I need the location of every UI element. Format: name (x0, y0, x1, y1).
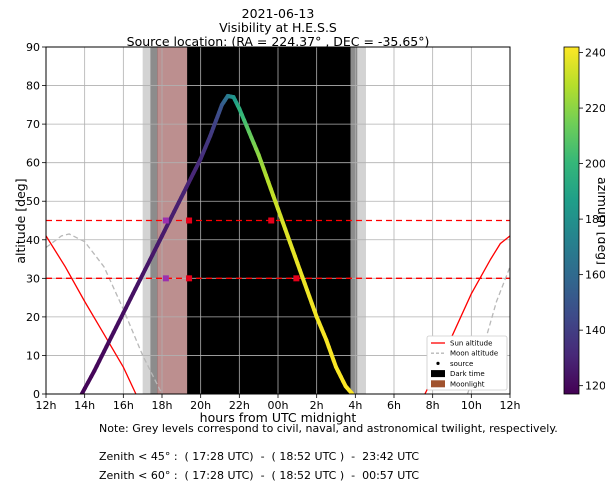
crossing-marker (162, 275, 169, 282)
twilight-note: Note: Grey levels correspond to civil, n… (99, 422, 558, 435)
x-tick-label: 16h (113, 399, 134, 412)
crossing-marker (186, 275, 193, 282)
crossing-marker (293, 275, 300, 282)
y-tick-label: 20 (26, 311, 40, 324)
colorbar-tick-label: 160 (585, 269, 605, 282)
legend: Sun altitude Moon altitude source Dark time… (426, 335, 508, 391)
x-tick-label: 6h (387, 399, 401, 412)
y-tick-label: 0 (33, 388, 40, 401)
x-tick-label: 10h (461, 399, 482, 412)
y-tick-label: 70 (26, 118, 40, 131)
x-tick-label: 00h (268, 399, 289, 412)
legend-swatch-source (436, 361, 440, 365)
crossing-marker (162, 217, 169, 224)
colorbar-gradient (563, 46, 580, 395)
legend-box (426, 335, 508, 391)
crossing-marker (186, 217, 193, 224)
colorbar-tick-label: 220 (585, 102, 605, 115)
x-tick-label: 12h (500, 399, 521, 412)
legend-swatch-moonlight (431, 380, 445, 388)
chart-title: 2021-06-13 Visibility at H.E.S.S Source … (127, 6, 430, 49)
legend-label: Moon altitude (450, 350, 498, 358)
zenith-45-line: Zenith < 45° : ( 17:28 UTC) - ( 18:52 UT… (99, 450, 420, 463)
colorbar-tick-label: 120 (585, 380, 605, 393)
plot-area (46, 47, 510, 394)
x-tick-label: 2h (310, 399, 324, 412)
colorbar-label: azimuth [deg] (595, 177, 605, 265)
y-axis-label: altitude [deg] (13, 178, 28, 263)
y-tick-label: 10 (26, 349, 40, 362)
zenith-60-line: Zenith < 60° : ( 17:28 UTC) - ( 18:52 UT… (99, 469, 420, 482)
x-tick-label: 18h (152, 399, 173, 412)
legend-label: Sun altitude (450, 340, 492, 348)
legend-label: Dark time (450, 370, 485, 378)
y-tick-label: 40 (26, 234, 40, 247)
moon-altitude-line (46, 233, 163, 394)
x-axis-label: hours from UTC midnight (200, 410, 357, 425)
colorbar-tick-label: 140 (585, 324, 605, 337)
colorbar: 120 140 160 180 200 220 240 azimuth [deg] (563, 46, 605, 395)
y-tick-label: 80 (26, 80, 40, 93)
x-tick-label: 12h (36, 399, 57, 412)
x-tick-label: 22h (229, 399, 250, 412)
x-tick-label: 14h (74, 399, 95, 412)
title-date: 2021-06-13 (242, 6, 315, 21)
x-tick-label: 20h (190, 399, 211, 412)
legend-label: source (450, 360, 473, 368)
axes: 12h 14h 16h 18h 20h 22h 00h 2h 4h 6h 8h 10h 12h01020… (26, 41, 521, 412)
colorbar-tick-label: 240 (585, 47, 605, 60)
y-tick-label: 30 (26, 272, 40, 285)
y-tick-label: 50 (26, 195, 40, 208)
colorbar-tick-label: 180 (585, 213, 605, 226)
colorbar-tick-label: 200 (585, 158, 605, 171)
x-tick-label: 8h (426, 399, 440, 412)
x-tick-label: 4h (348, 399, 362, 412)
y-tick-label: 60 (26, 157, 40, 170)
legend-label: Moonlight (450, 380, 485, 388)
legend-swatch-dark-time (431, 370, 445, 378)
sun-altitude-line (46, 235, 137, 394)
title-source: Source location: (RA = 224.37° , DEC = -… (127, 34, 430, 49)
title-site: Visibility at H.E.S.S (219, 20, 337, 35)
crossing-marker (268, 217, 275, 224)
y-tick-label: 90 (26, 41, 40, 54)
